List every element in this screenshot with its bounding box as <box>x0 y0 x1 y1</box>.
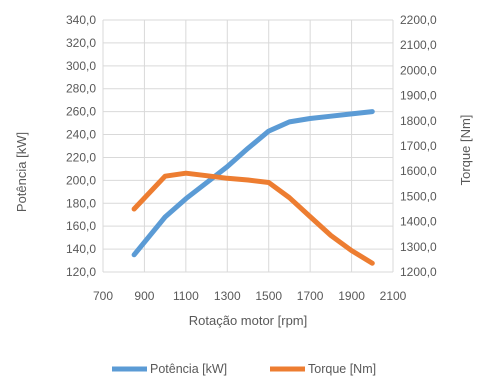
left-y-tick-label: 340,0 <box>66 13 96 27</box>
left-y-tick-label: 200,0 <box>66 173 96 187</box>
right-y-tick-label: 1700,0 <box>400 139 437 153</box>
series-lines <box>131 109 375 266</box>
x-tick-label: 1300 <box>214 289 241 303</box>
left-y-tick-label: 260,0 <box>66 105 96 119</box>
right-y-tick-label: 2000,0 <box>400 63 437 77</box>
right-y-tick-label: 2200,0 <box>400 13 437 27</box>
x-tick-label: 2100 <box>380 289 407 303</box>
right-y-axis: 1200,0 1300,0 1400,0 1500,0 1600,0 1700,0 1800… <box>400 13 437 279</box>
x-tick-label: 1500 <box>255 289 282 303</box>
right-y-tick-label: 1500,0 <box>400 189 437 203</box>
left-y-tick-label: 320,0 <box>66 36 96 50</box>
right-y-tick-label: 1900,0 <box>400 89 437 103</box>
series-line-torque <box>131 170 375 266</box>
left-y-tick-label: 240,0 <box>66 128 96 142</box>
left-y-tick-label: 180,0 <box>66 196 96 210</box>
x-tick-label: 1900 <box>338 289 365 303</box>
right-y-tick-label: 1800,0 <box>400 114 437 128</box>
left-y-tick-label: 220,0 <box>66 150 96 164</box>
legend-label-torque: Torque [Nm] <box>308 362 376 376</box>
right-y-axis-title: Torque [Nm] <box>458 115 473 186</box>
x-axis: 700 900 1100 1300 1500 1700 1900 2100 <box>93 289 407 303</box>
right-y-tick-label: 1300,0 <box>400 240 437 254</box>
series-line-potencia <box>131 109 375 258</box>
right-y-tick-label: 2100,0 <box>400 38 437 52</box>
gridlines <box>102 19 394 273</box>
left-y-tick-label: 280,0 <box>66 82 96 96</box>
legend: Potência [kW] Torque [Nm] <box>112 362 376 376</box>
right-y-tick-label: 1200,0 <box>400 265 437 279</box>
left-y-tick-label: 300,0 <box>66 59 96 73</box>
left-y-axis-title: Potência [kW] <box>14 132 29 212</box>
legend-label-potencia: Potência [kW] <box>150 362 227 376</box>
x-tick-label: 900 <box>134 289 154 303</box>
x-axis-title: Rotação motor [rpm] <box>189 313 308 328</box>
left-y-tick-label: 120,0 <box>66 265 96 279</box>
left-y-tick-label: 160,0 <box>66 219 96 233</box>
x-tick-label: 1100 <box>173 289 199 303</box>
x-tick-label: 1700 <box>297 289 324 303</box>
x-tick-label: 700 <box>93 289 113 303</box>
left-y-tick-label: 140,0 <box>66 242 96 256</box>
right-y-tick-label: 1400,0 <box>400 215 437 229</box>
right-y-tick-label: 1600,0 <box>400 164 437 178</box>
left-y-axis: 120,0 140,0 160,0 180,0 200,0 220,0 240,0 260,0… <box>66 13 96 279</box>
